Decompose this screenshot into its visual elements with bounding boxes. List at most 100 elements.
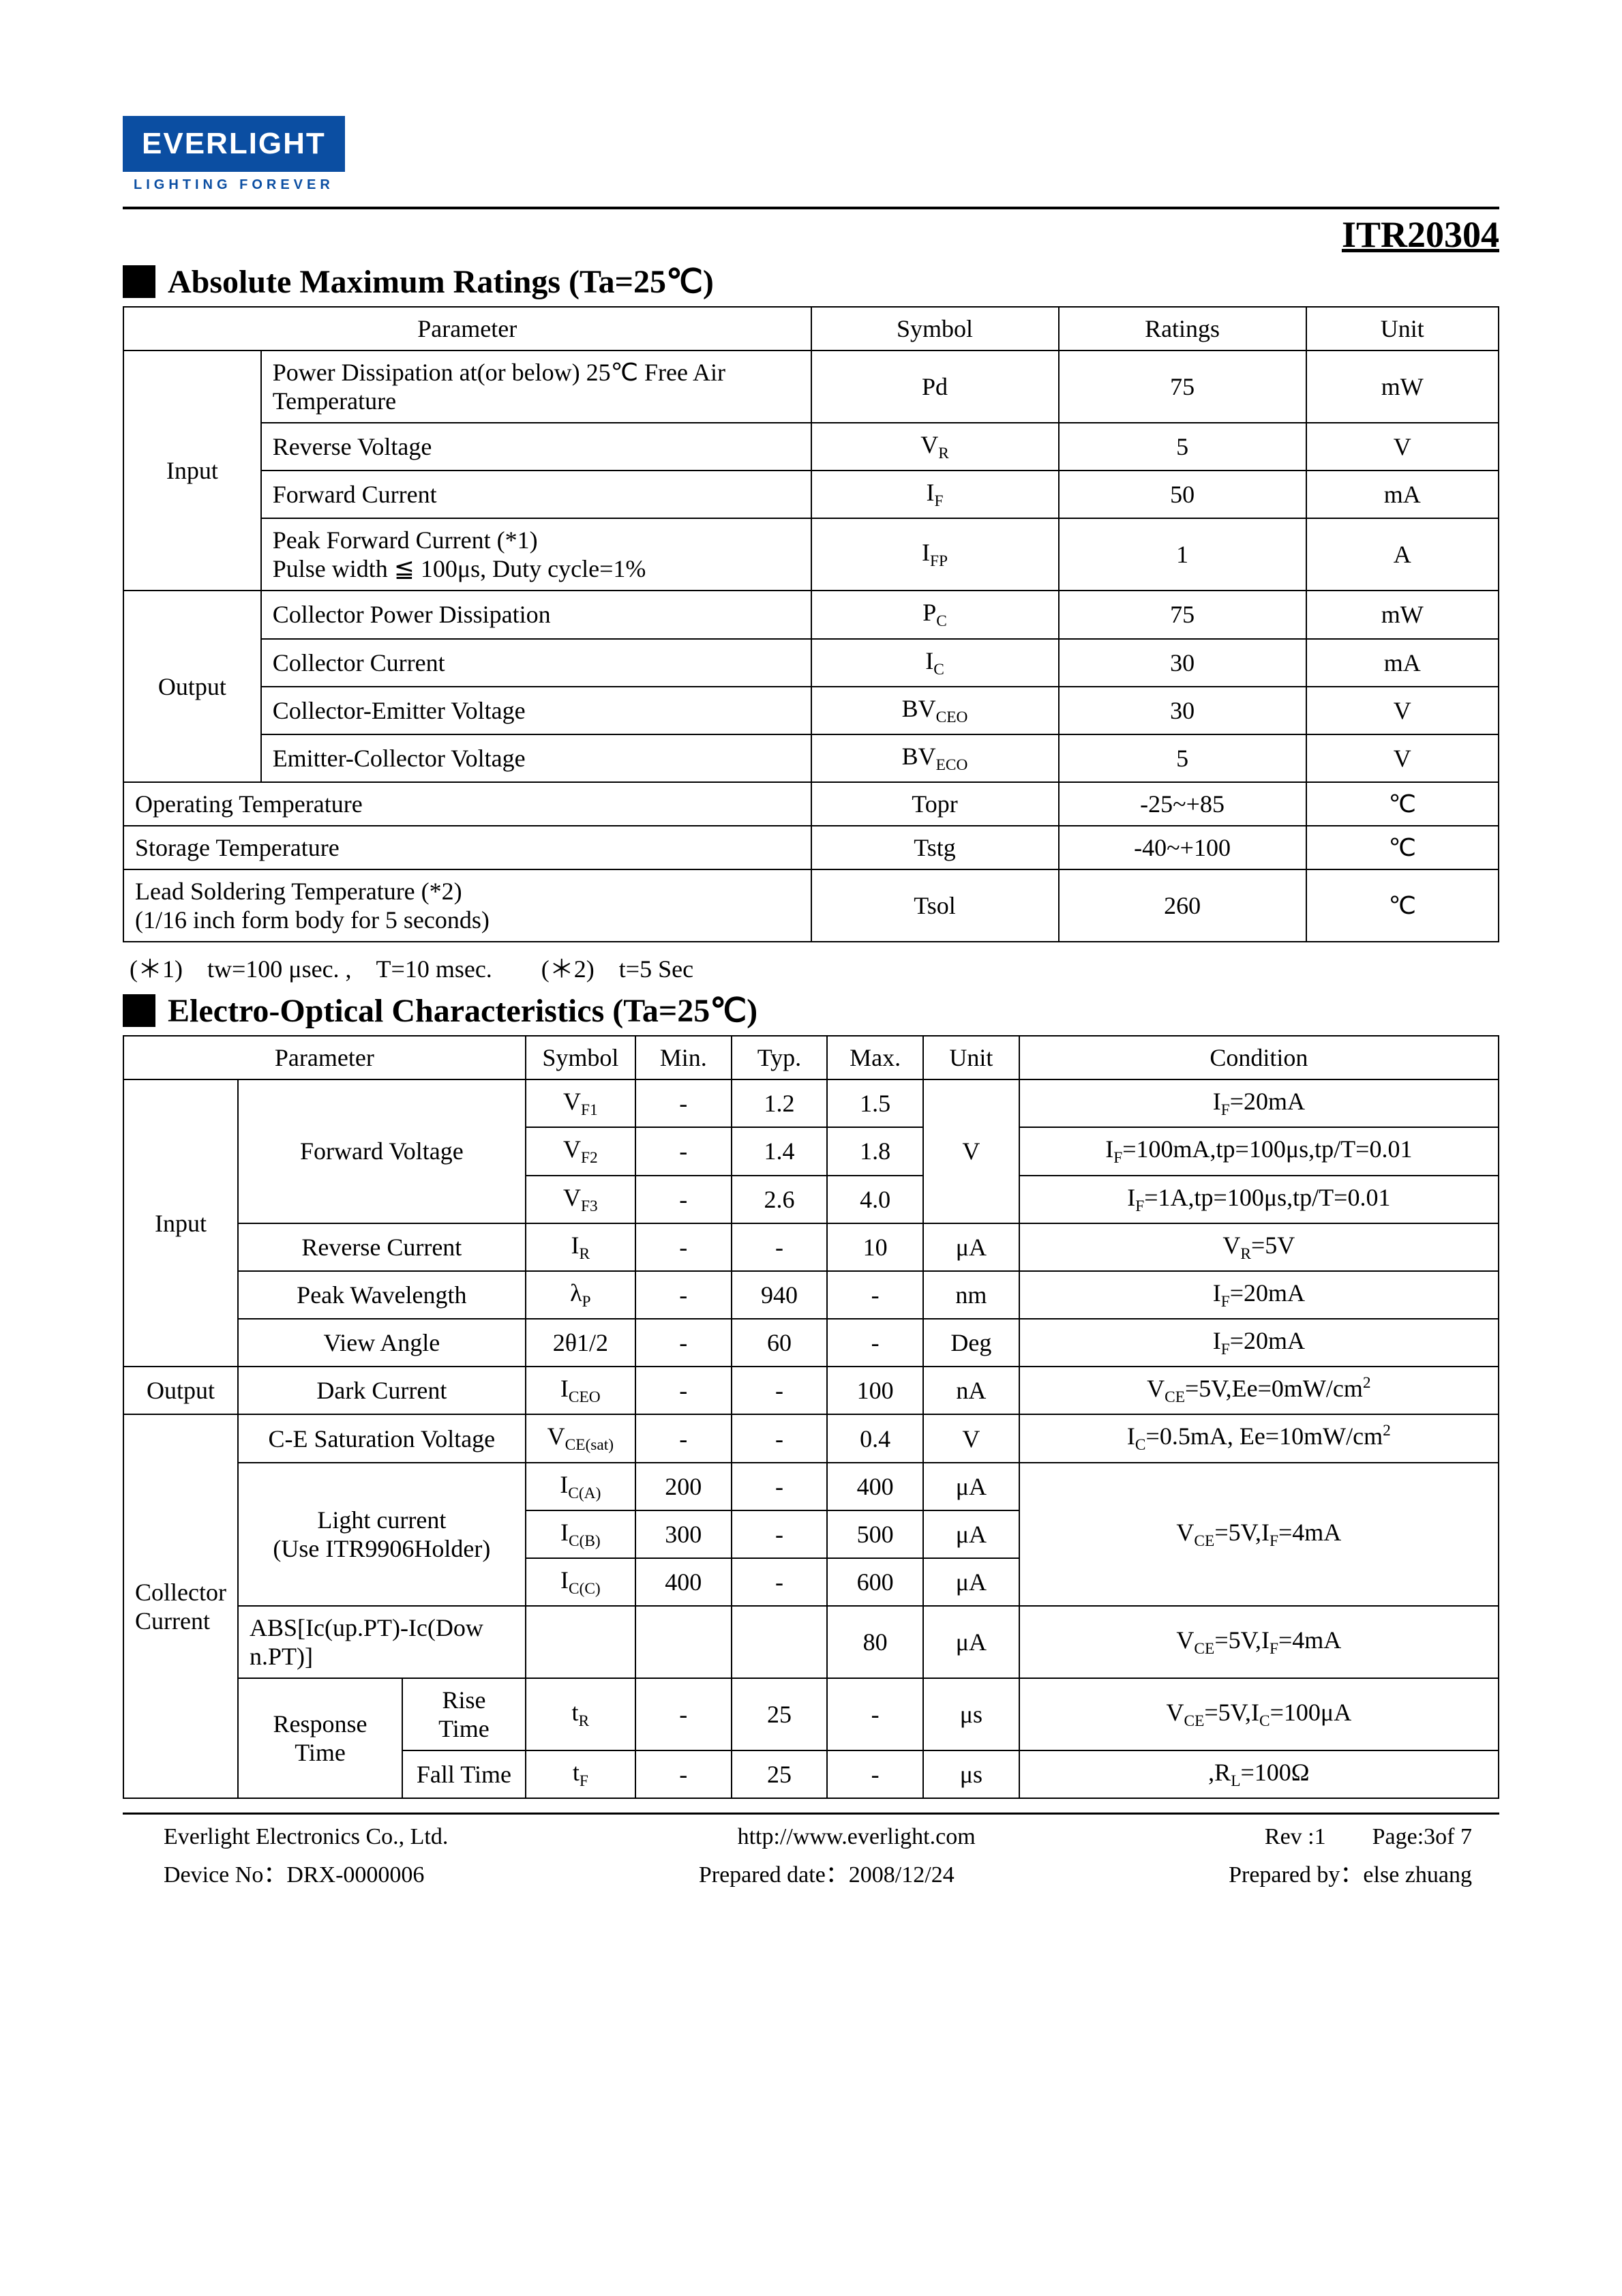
rating: 75 [1059,591,1306,638]
param: Dark Current [238,1367,526,1414]
symbol: IF [811,471,1059,518]
typ: 25 [732,1750,828,1798]
logo-brand: EVERLIGHT [123,116,345,172]
footer-prepby: Prepared by：else zhuang [1229,1855,1472,1889]
typ: 1.2 [732,1079,828,1127]
max: 100 [827,1367,923,1414]
param: Peak Forward Current (*1)Pulse width ≦ 1… [261,518,811,591]
symbol: Pd [811,351,1059,423]
table-row: Peak Forward Current (*1)Pulse width ≦ 1… [123,518,1499,591]
min: - [635,1319,732,1367]
min: - [635,1271,732,1319]
max: - [827,1319,923,1367]
table-row: Output Dark Current ICEO - - 100 nA VCE=… [123,1367,1499,1414]
condition: IF=20mA [1019,1319,1499,1367]
rating: 260 [1059,869,1306,942]
rating: 30 [1059,687,1306,734]
param: View Angle [238,1319,526,1367]
eoc-degc: ℃ [710,993,747,1029]
unit: mW [1306,351,1499,423]
unit: V [1306,423,1499,471]
unit: ℃ [1306,869,1499,942]
param: Collector Power Dissipation [261,591,811,638]
group-collector: Collector Current [123,1414,238,1798]
param: Power Dissipation at(or below) 25℃ Free … [261,351,811,423]
table-row: Output Collector Power Dissipation PC 75… [123,591,1499,638]
footer: Everlight Electronics Co., Ltd. http://w… [123,1821,1499,1892]
rating: 5 [1059,423,1306,471]
table-row: Peak Wavelength λP - 940 - nm IF=20mA [123,1271,1499,1319]
min [635,1606,732,1678]
typ: 2.6 [732,1176,828,1223]
amr-title-text: Absolute Maximum Ratings (Ta=25 [168,264,666,300]
footer-rule [123,1813,1499,1815]
condition: ,RL=100Ω [1019,1750,1499,1798]
min: - [635,1750,732,1798]
max: 80 [827,1606,923,1678]
footer-device: Device No：DRX-0000006 [164,1855,424,1889]
max: 4.0 [827,1176,923,1223]
table-row: Operating Temperature Topr -25~+85 ℃ [123,782,1499,826]
table-row: View Angle 2θ1/2 - 60 - Deg IF=20mA [123,1319,1499,1367]
rating: 1 [1059,518,1306,591]
unit: ℃ [1306,782,1499,826]
typ: 940 [732,1271,828,1319]
group-input: Input [123,1079,238,1367]
group-output: Output [123,1367,238,1414]
symbol: IFP [811,518,1059,591]
logo: EVERLIGHT LIGHTING FOREVER [123,116,345,193]
symbol [526,1606,635,1678]
condition: VR=5V [1019,1223,1499,1271]
typ: - [732,1367,828,1414]
param: Storage Temperature [123,826,811,869]
hdr-ratings: Ratings [1059,307,1306,351]
min: 400 [635,1558,732,1606]
amr-title: Absolute Maximum Ratings (Ta=25℃) [123,263,1499,301]
hdr-symbol: Symbol [811,307,1059,351]
typ: 60 [732,1319,828,1367]
condition: VCE=5V,IF=4mA [1019,1463,1499,1607]
unit: μs [923,1750,1019,1798]
table-row: Response Time Rise Time tR - 25 - μs VCE… [123,1678,1499,1750]
condition: IF=1A,tp=100μs,tp/T=0.01 [1019,1176,1499,1223]
condition: IF=100mA,tp=100μs,tp/T=0.01 [1019,1127,1499,1175]
symbol: IR [526,1223,635,1271]
condition: IF=20mA [1019,1079,1499,1127]
rating: 5 [1059,734,1306,782]
amr-table: Parameter Symbol Ratings Unit Input Powe… [123,306,1499,942]
hdr-condition: Condition [1019,1036,1499,1079]
min: - [635,1414,732,1462]
sub-param: Fall Time [402,1750,526,1798]
hdr-unit: Unit [923,1036,1019,1079]
param: Collector-Emitter Voltage [261,687,811,734]
unit: μA [923,1510,1019,1558]
typ [732,1606,828,1678]
sub-param: Rise Time [402,1678,526,1750]
hdr-unit: Unit [1306,307,1499,351]
condition: IC=0.5mA, Ee=10mW/cm2 [1019,1414,1499,1462]
unit: Deg [923,1319,1019,1367]
table-row: Collector Current IC 30 mA [123,639,1499,687]
eoc-title-text: Electro-Optical Characteristics (Ta=25 [168,993,710,1029]
unit: μs [923,1678,1019,1750]
typ: 1.4 [732,1127,828,1175]
footer-company: Everlight Electronics Co., Ltd. [164,1824,448,1850]
max: - [827,1271,923,1319]
table-row: Forward Current IF 50 mA [123,471,1499,518]
bullet-icon [123,265,155,298]
symbol: PC [811,591,1059,638]
symbol: VF3 [526,1176,635,1223]
param: C-E Saturation Voltage [238,1414,526,1462]
amr-title-suffix: ) [703,264,714,300]
table-row: Reverse Current IR - - 10 μA VR=5V [123,1223,1499,1271]
symbol: Tstg [811,826,1059,869]
min: - [635,1079,732,1127]
eoc-title: Electro-Optical Characteristics (Ta=25℃) [123,992,1499,1030]
hdr-max: Max. [827,1036,923,1079]
param: Response Time [238,1678,402,1798]
rating: -40~+100 [1059,826,1306,869]
param: Operating Temperature [123,782,811,826]
condition: VCE=5V,IC=100μA [1019,1678,1499,1750]
footer-rev: Rev :1 [1265,1824,1326,1849]
table-row: Lead Soldering Temperature (*2)(1/16 inc… [123,869,1499,942]
